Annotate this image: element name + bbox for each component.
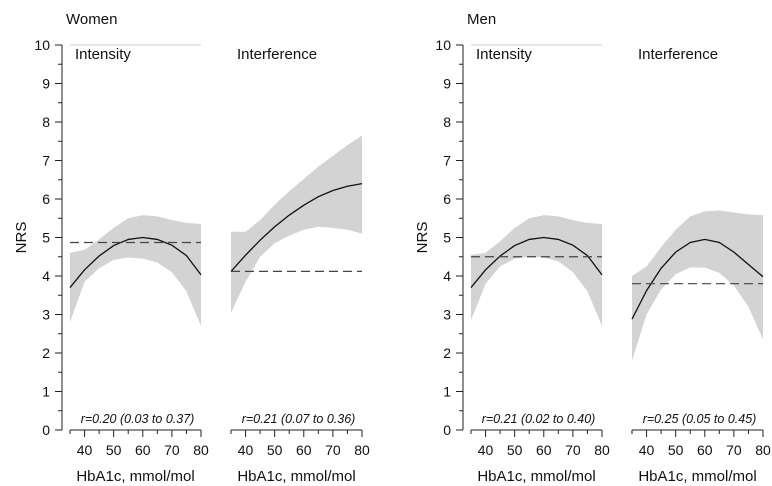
x-tick-label: 50 bbox=[507, 442, 523, 458]
y-tick-label: 5 bbox=[42, 230, 50, 246]
x-axis-label: HbA1c, mmol/mol bbox=[638, 468, 756, 485]
y-tick-label: 9 bbox=[443, 76, 451, 92]
correlation-annotation: r=0.20 (0.03 to 0.37) bbox=[81, 412, 195, 426]
x-axis-label: HbA1c, mmol/mol bbox=[237, 468, 355, 485]
panel-men-interference: 40 50 60 70 80 HbA1c, mmol/mol Interference r=0… bbox=[631, 46, 771, 485]
y-tick-label: 6 bbox=[443, 191, 451, 207]
x-tick-label: 60 bbox=[697, 442, 713, 458]
y-tick-label: 2 bbox=[42, 345, 50, 361]
y-tick-label: 10 bbox=[34, 37, 50, 53]
y-tick-label: 9 bbox=[42, 76, 50, 92]
correlation-annotation: r=0.21 (0.02 to 0.40) bbox=[482, 412, 596, 426]
y-tick-label: 10 bbox=[435, 37, 451, 53]
y-tick-label: 6 bbox=[42, 191, 50, 207]
fit-line bbox=[470, 236, 603, 288]
x-tick-label: 60 bbox=[536, 442, 552, 458]
x-tick-label: 50 bbox=[106, 442, 122, 458]
y-tick-label: 7 bbox=[443, 153, 451, 169]
x-tick-label: 60 bbox=[135, 442, 151, 458]
y-tick-label: 4 bbox=[42, 268, 50, 284]
x-tick-label: 40 bbox=[639, 442, 655, 458]
x-tick-label: 40 bbox=[238, 442, 254, 458]
group-title-women: Women bbox=[66, 11, 117, 28]
x-axis-label: HbA1c, mmol/mol bbox=[76, 468, 194, 485]
y-tick-label: 8 bbox=[42, 114, 50, 130]
x-tick-label: 70 bbox=[325, 442, 341, 458]
panel-men-intensity: 0 1 2 3 4 5 6 7 8 9 10 NRS 40 50 60 70 80 HbA1c, mmol/mol… bbox=[414, 37, 610, 485]
fit-line bbox=[631, 238, 764, 320]
y-tick-label: 0 bbox=[443, 422, 451, 438]
x-tick-label: 50 bbox=[267, 442, 283, 458]
x-tick-label: 80 bbox=[193, 442, 209, 458]
x-tick-label: 60 bbox=[296, 442, 312, 458]
panel-women-intensity: 0 1 2 3 4 5 6 7 8 9 10 NRS 40 50 60 70 80 HbA1c, mmol/mol… bbox=[13, 37, 209, 485]
x-tick-label: 70 bbox=[164, 442, 180, 458]
x-tick-label: 80 bbox=[354, 442, 370, 458]
confidence-band bbox=[231, 135, 362, 313]
group-title-men: Men bbox=[467, 11, 496, 28]
correlation-annotation: r=0.25 (0.05 to 0.45) bbox=[643, 412, 757, 426]
confidence-band bbox=[471, 215, 602, 327]
x-tick-label: 40 bbox=[77, 442, 93, 458]
y-tick-label: 7 bbox=[42, 153, 50, 169]
x-tick-label: 50 bbox=[668, 442, 684, 458]
y-tick-label: 1 bbox=[443, 384, 451, 400]
fit-line bbox=[230, 182, 363, 272]
correlation-annotation: r=0.21 (0.07 to 0.36) bbox=[242, 412, 356, 426]
y-tick-label: 1 bbox=[42, 384, 50, 400]
x-tick-label: 80 bbox=[755, 442, 771, 458]
panel-women-interference: 40 50 60 70 80 HbA1c, mmol/mol Interference r=0… bbox=[230, 46, 370, 485]
fit-line bbox=[69, 236, 202, 288]
panel-title: Intensity bbox=[75, 46, 131, 63]
panel-title: Intensity bbox=[476, 46, 532, 63]
panel-title: Interference bbox=[237, 46, 317, 63]
y-tick-label: 8 bbox=[443, 114, 451, 130]
y-axis-label: NRS bbox=[414, 222, 431, 254]
y-tick-label: 2 bbox=[443, 345, 451, 361]
y-tick-label: 0 bbox=[42, 422, 50, 438]
x-tick-label: 40 bbox=[478, 442, 494, 458]
confidence-band bbox=[70, 215, 201, 327]
y-tick-label: 3 bbox=[42, 307, 50, 323]
x-axis-label: HbA1c, mmol/mol bbox=[477, 468, 595, 485]
y-axis-label: NRS bbox=[13, 222, 30, 254]
x-tick-label: 80 bbox=[594, 442, 610, 458]
confidence-band bbox=[632, 210, 763, 361]
panel-title: Interference bbox=[638, 46, 718, 63]
x-tick-label: 70 bbox=[565, 442, 581, 458]
y-tick-label: 4 bbox=[443, 268, 451, 284]
y-tick-label: 3 bbox=[443, 307, 451, 323]
y-tick-label: 5 bbox=[443, 230, 451, 246]
x-tick-label: 70 bbox=[726, 442, 742, 458]
